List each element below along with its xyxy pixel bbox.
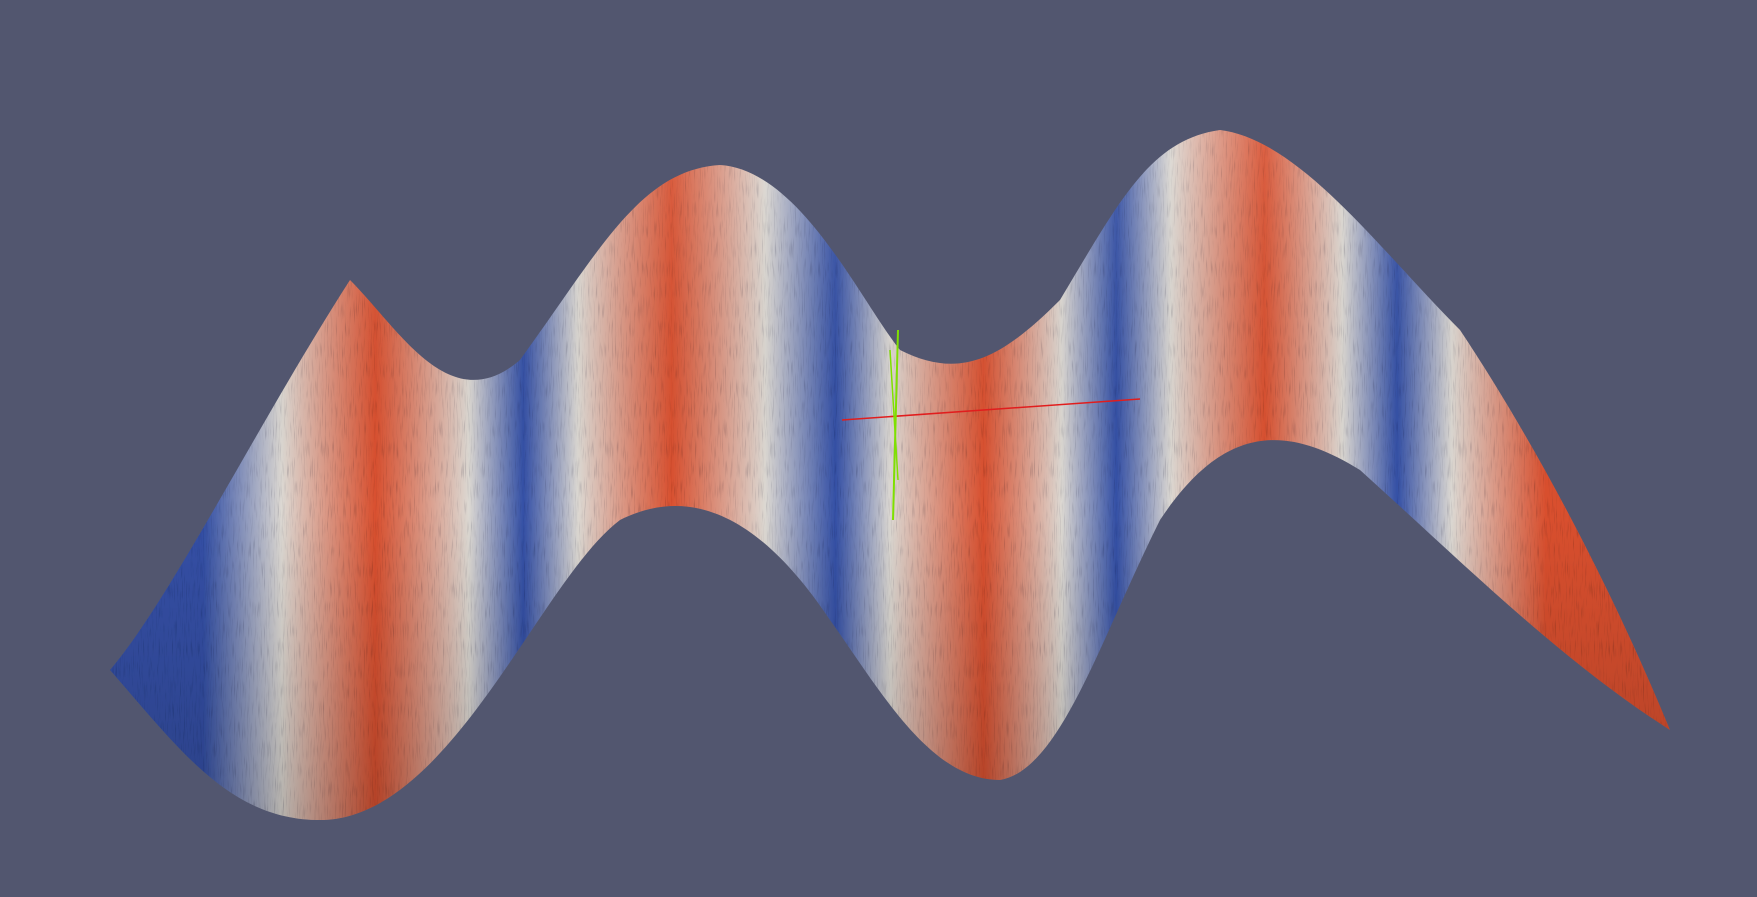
wave-shading — [110, 130, 1670, 820]
x-axis-line — [841, 398, 1141, 421]
axes-gizmo — [841, 329, 1141, 521]
y-axis-line-secondary — [889, 349, 899, 481]
y-axis-line — [892, 329, 899, 521]
